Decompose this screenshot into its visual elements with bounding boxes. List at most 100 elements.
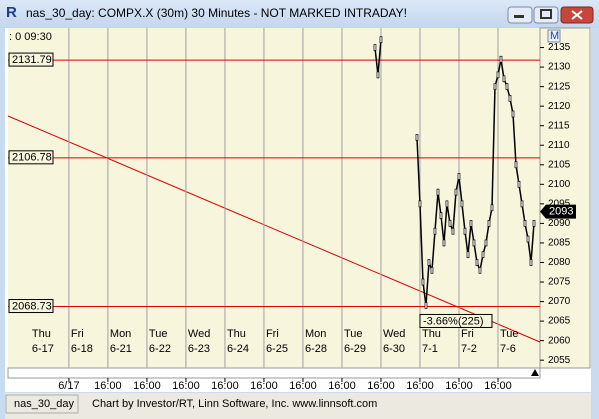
price-bar	[439, 212, 443, 219]
window-title: nas_30_day: COMPX.X (30m) 30 Minutes - N…	[26, 6, 407, 20]
y-tick-label: 2070	[548, 296, 571, 307]
price-bar	[445, 200, 449, 208]
y-tick-label: 2125	[548, 81, 571, 92]
price-bar	[496, 71, 500, 79]
date-label: 6-30	[383, 343, 405, 355]
price-bar	[457, 173, 461, 180]
price-bar	[376, 71, 380, 79]
weekday-label: Wed	[383, 328, 405, 340]
plot-area	[8, 28, 540, 368]
chart: 6/17 16:00 16:00 16:00 16:00 16:00 16:00 16:00 1…	[8, 28, 576, 392]
price-bar	[478, 266, 482, 274]
price-bar	[415, 134, 419, 141]
y-tick-label: 2060	[548, 335, 571, 346]
price-bar	[463, 227, 467, 235]
y-tick-label: 2135	[548, 42, 571, 53]
status-tab-label: nas_30_day	[14, 398, 74, 410]
level-label-box	[8, 52, 54, 67]
weekday-label: Mon	[110, 328, 131, 340]
price-bar	[472, 239, 476, 247]
maximize-icon	[540, 9, 552, 19]
menu-icon: M	[550, 30, 559, 42]
price-bar	[418, 200, 422, 208]
annotation-box	[419, 313, 493, 328]
time-label: 16:00	[328, 380, 356, 392]
weekday-label: Fri	[266, 328, 279, 340]
weekday-label: Thu	[227, 328, 246, 340]
date-label: 6-23	[188, 343, 210, 355]
level-label: 2131.79	[12, 54, 52, 66]
price-bar	[436, 188, 440, 196]
time-label: 16:00	[211, 380, 239, 392]
date-label: 6-18	[71, 343, 93, 355]
trend-line	[7, 115, 541, 343]
price-bar	[427, 259, 431, 266]
level-label: 2106.78	[12, 152, 52, 164]
weekday-label: Fri	[461, 328, 474, 340]
annotation: -3.66%(225)	[423, 315, 484, 327]
y-tick-label: 2120	[548, 101, 571, 112]
app-logo: R	[6, 4, 17, 21]
time-label: 16:00	[406, 380, 434, 392]
date-label: 7-6	[500, 343, 516, 355]
status-text: Chart by Investor/RT, Linn Software, Inc…	[92, 398, 377, 410]
price-bar	[442, 239, 446, 247]
y-tick-label: 2130	[548, 62, 571, 73]
price-bar	[454, 188, 458, 196]
price-bar	[505, 83, 509, 90]
price-bar	[487, 220, 491, 227]
price-bar	[520, 200, 524, 208]
price-bar	[526, 235, 530, 243]
price-bar	[448, 220, 452, 227]
time-label: 16:00	[172, 380, 200, 392]
price-bar	[529, 259, 533, 266]
title-bar	[0, 0, 599, 28]
date-label: 6-24	[227, 343, 249, 355]
price-bar	[502, 75, 506, 83]
date-label: 6-22	[149, 343, 171, 355]
date-label: 6-29	[344, 343, 366, 355]
weekday-label: Tue	[149, 328, 168, 340]
y-tick-label: 2055	[548, 355, 571, 366]
price-bar	[475, 259, 479, 266]
time-label: 16:00	[94, 380, 122, 392]
time-label: 16:00	[484, 380, 512, 392]
menu-button[interactable]	[547, 29, 561, 43]
price-bar	[484, 239, 488, 247]
scroll-arrow[interactable]	[531, 369, 539, 376]
level-label-box	[8, 299, 54, 314]
price-bar	[493, 83, 497, 90]
price-bar	[430, 266, 434, 274]
price-bar	[481, 251, 485, 259]
date-label: 6-21	[110, 343, 132, 355]
price-bar	[517, 180, 521, 188]
weekday-label: Tue	[344, 328, 363, 340]
weekday-label: Thu	[422, 328, 441, 340]
weekday-label: Tue	[500, 328, 519, 340]
last-price-box	[540, 204, 576, 219]
level-label-box	[8, 150, 54, 165]
status-bar	[5, 393, 591, 419]
weekday-label: Thu	[32, 328, 51, 340]
price-bar	[523, 220, 527, 227]
time-scroll	[7, 367, 541, 379]
time-label: 16:00	[133, 380, 161, 392]
price-bar	[514, 161, 518, 169]
last-price-label: 2093	[549, 206, 573, 218]
price-bar	[421, 278, 425, 286]
price-line	[416, 59, 535, 306]
y-tick-label: 2115	[548, 120, 570, 131]
price-bar	[490, 204, 494, 212]
y-tick-label: 2075	[548, 277, 571, 288]
time-label: 16:00	[250, 380, 278, 392]
price-bar	[469, 220, 473, 227]
y-tick-label: 2080	[548, 257, 571, 268]
y-tick-label: 2095	[548, 199, 571, 210]
y-tick-label: 2085	[548, 238, 571, 249]
price-bar	[499, 55, 503, 63]
status-tab[interactable]	[5, 394, 79, 414]
time-label: 6/17	[58, 380, 79, 392]
time-label: 16:00	[289, 380, 317, 392]
price-bar	[466, 251, 470, 259]
